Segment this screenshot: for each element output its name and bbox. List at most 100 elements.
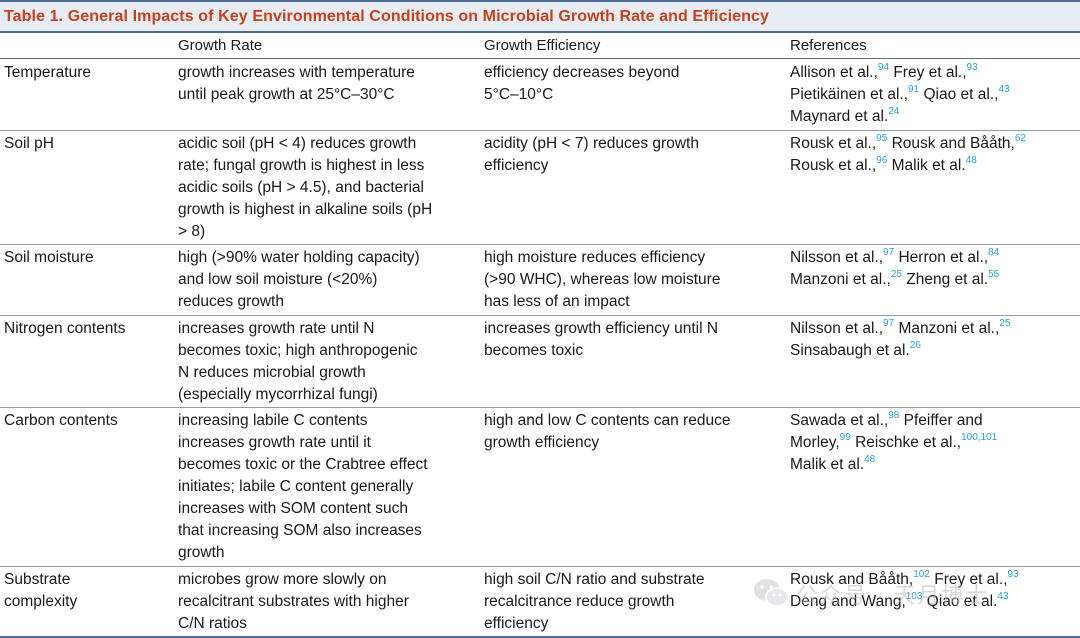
reference-author: Zheng et al. [901,271,989,288]
cell-text-line: high soil C/N ratio and substrate [484,571,705,588]
growth-rate-cell: high (>90% water holding capacity) and lo… [178,247,453,313]
cell-text-line: complexity [4,593,78,610]
growth-efficiency-cell: high moisture reduces efficiency (>90 WHC… [484,247,759,313]
reference-citation: Maynard et al.24 [790,107,899,126]
cell-text-line: microbes grow more slowly on [178,571,387,588]
reference-author: Rousk and Bååth, [887,135,1015,152]
reference-line: Deng and Wang,103 Qiao et al.43 [790,591,1075,613]
row-divider [0,244,1080,245]
reference-number: 25 [890,269,902,280]
reference-author: Manzoni et al., [894,320,1000,337]
growth-rate-cell: growth increases with temperature until p… [178,62,453,106]
growth-efficiency-cell: high soil C/N ratio and substrate recalci… [484,569,759,635]
reference-citation: Frey et al.,93 [930,570,1018,589]
reference-citation: Allison et al.,94 [790,63,889,82]
reference-number: 91 [908,84,920,95]
cell-text-line: 5°C–10°C [484,86,554,103]
cell-text-line: growth increases with temperature [178,64,415,81]
reference-author: Nilsson et al., [790,249,884,266]
references-cell: Rousk et al.,95 Rousk and Bååth,62 Rousk … [790,133,1075,177]
condition-cell: Substrate complexity [4,569,169,613]
cell-text-line: growth [178,544,225,561]
reference-number: 100,101 [961,432,998,443]
cell-text-line: C/N ratios [178,615,247,632]
reference-author: Nilsson et al., [790,320,884,337]
reference-author: Maynard et al. [790,108,889,125]
reference-number: 43 [998,84,1010,95]
cell-text-line: Temperature [4,64,92,81]
reference-number: 62 [1014,133,1026,144]
cell-text-line: N reduces microbial growth [178,364,366,381]
reference-number: 102 [913,569,930,580]
growth-efficiency-cell: efficiency decreases beyond 5°C–10°C [484,62,759,106]
reference-number: 99 [839,432,851,443]
cell-text-line: acidity (pH < 7) reduces growth [484,135,699,152]
reference-citation: Reischke et al.,100,101 [850,432,998,452]
cell-text-line: initiates; labile C content generally [178,478,414,495]
condition-cell: Nitrogen contents [4,318,169,340]
reference-number: 84 [988,247,1000,258]
reference-number: 93 [966,62,978,73]
reference-citation: Pfeiffer and [899,412,983,429]
table-row: Temperature growth increases with tempera… [0,59,1080,130]
row-divider [0,566,1080,567]
reference-line: Sinsabaugh et al.26 [790,340,1075,362]
reference-citation: Malik et al.48 [887,155,977,175]
cell-text-line: high (>90% water holding capacity) [178,249,420,266]
references-cell: Nilsson et al.,97 Herron et al.,84 Manzon… [790,247,1075,291]
references-cell: Sawada et al.,98 Pfeiffer and Morley,99 R… [790,410,1075,476]
table-caption: Table 1. General Impacts of Key Environm… [4,8,769,25]
reference-citation: Deng and Wang,103 [790,591,923,611]
reference-citation: Rousk et al.,96 [790,156,887,175]
reference-citation: Sawada et al.,98 [790,411,899,430]
reference-author: Reischke et al., [850,434,962,451]
reference-citation: Herron et al.,84 [894,247,1000,267]
reference-number: 48 [965,155,977,166]
reference-author: Allison et al., [790,64,878,81]
reference-author: Herron et al., [894,249,989,266]
table-row: Carbon contents increasing labile C conte… [0,407,1080,566]
growth-efficiency-cell: acidity (pH < 7) reduces growth efficienc… [484,133,759,177]
cell-text-line: growth efficiency [484,434,600,451]
reference-author: Sinsabaugh et al. [790,342,910,359]
reference-author: Pfeiffer and [899,412,983,429]
table-header-row: Growth Rate Growth Efficiency References [0,33,1080,59]
cell-text-line: acidic soil (pH < 4) reduces growth [178,135,417,152]
reference-author: Malik et al. [790,456,865,473]
cell-text-line: reduces growth [178,293,284,310]
condition-cell: Soil moisture [4,247,169,269]
cell-text-line: recalcitrant substrates with higher [178,593,409,610]
reference-line: Maynard et al.24 [790,106,1075,128]
cell-text-line: increases with SOM content such [178,500,409,517]
cell-text-line: high moisture reduces efficiency [484,249,706,266]
cell-text-line: increases growth efficiency until N [484,320,719,337]
table-row: Nitrogen contents increases growth rate u… [0,315,1080,407]
cell-text-line: that increasing SOM also increases [178,522,422,539]
reference-citation: Malik et al.48 [790,455,875,474]
cell-text-line: growth is highest in alkaline soils (pH [178,201,433,218]
cell-text-line: and low soil moisture (<20%) [178,271,378,288]
cell-text-line: increasing labile C contents [178,412,368,429]
cell-text-line: high and low C contents can reduce [484,412,731,429]
row-divider [0,130,1080,131]
condition-cell: Temperature [4,62,169,84]
cell-text-line: becomes toxic; high anthropogenic [178,342,418,359]
cell-text-line: increases growth rate until it [178,434,371,451]
cell-text-line: becomes toxic [484,342,584,359]
growth-rate-cell: increasing labile C contents increases gr… [178,410,453,564]
reference-citation: Sinsabaugh et al.26 [790,341,921,360]
cell-text-line: efficiency [484,615,549,632]
cell-text-line: becomes toxic or the Crabtree effect [178,456,428,473]
cell-text-line: (especially mycorrhizal fungi) [178,386,378,403]
reference-line: Allison et al.,94 Frey et al.,93 [790,62,1075,84]
cell-text-line: rate; fungal growth is highest in less [178,157,425,174]
reference-number: 103 [905,591,923,602]
reference-citation: Pietikäinen et al.,91 [790,84,920,104]
reference-citation: Morley,99 [790,432,851,452]
reference-author: Sawada et al., [790,412,889,429]
reference-author: Rousk et al., [790,157,877,174]
cell-text-line: until peak growth at 25°C–30°C [178,86,395,103]
references-cell: Rousk and Bååth,102 Frey et al.,93 Deng a… [790,569,1075,613]
growth-rate-cell: microbes grow more slowly on recalcitrant… [178,569,453,635]
reference-citation: Frey et al.,93 [889,62,978,82]
